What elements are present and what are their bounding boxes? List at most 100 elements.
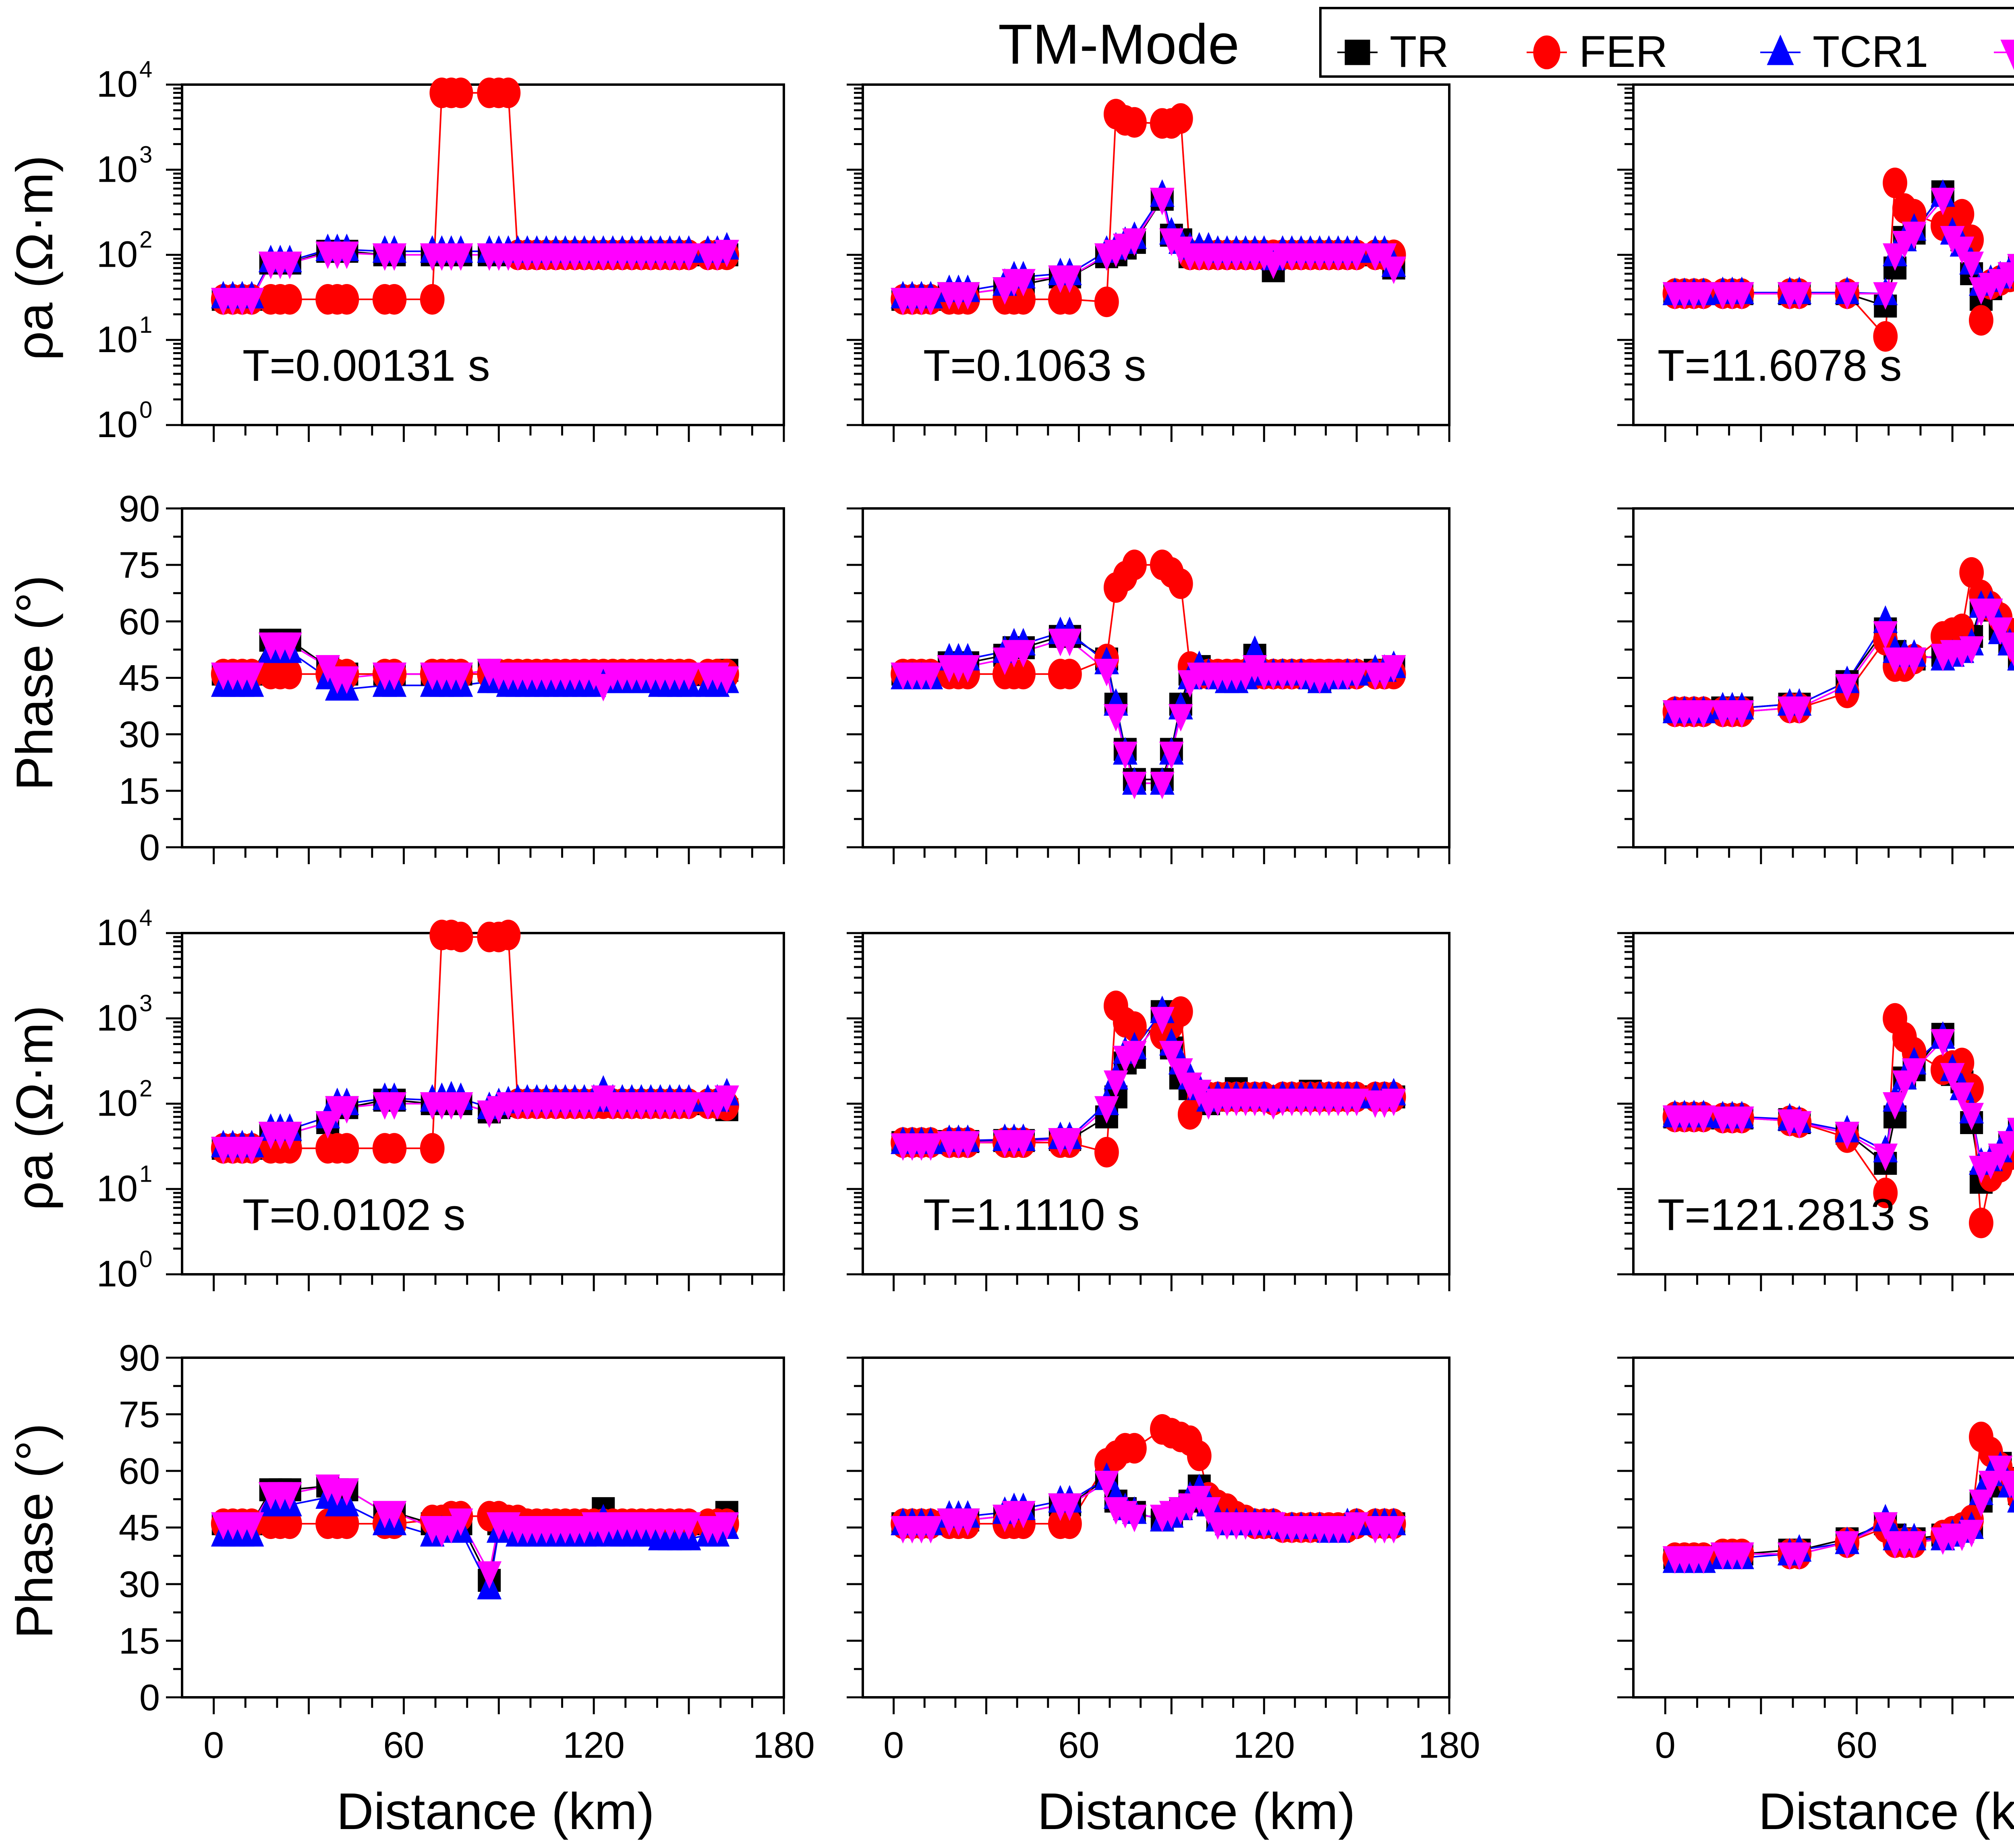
- data-point-tcr2: [1902, 647, 1927, 675]
- x-tick-label: 180: [1418, 1725, 1480, 1766]
- data-point-tcr2: [1344, 662, 1369, 691]
- panel-phase-T0.0102: 0 60 120 180 0 15 30 45 60 75 90: [119, 1338, 815, 1766]
- data-point-fer: [1057, 1508, 1082, 1539]
- legend-label-fer: FER: [1579, 27, 1668, 77]
- x-tick-label: 0: [883, 1725, 904, 1766]
- data-point-tcr1: [2007, 1497, 2014, 1513]
- data-point-tcr2: [1729, 700, 1754, 728]
- xlabel-col2: Distance (km): [1037, 1783, 1355, 1840]
- data-point-tcr2: [1011, 1501, 1036, 1529]
- ylabel-phase-row2: Phase (°): [6, 575, 64, 791]
- data-point-tcr2: [1381, 1516, 1406, 1544]
- data-point-tcr2: [1988, 617, 2013, 645]
- data-point-tcr2: [955, 1508, 980, 1536]
- y-tick-label: 10: [97, 912, 138, 953]
- legend-marker-fer: [1533, 35, 1560, 69]
- data-point-tcr2: [382, 243, 407, 271]
- data-point-tcr2: [715, 1085, 739, 1113]
- data-point-tcr2: [1122, 1041, 1147, 1068]
- data-point-tcr2: [1057, 628, 1082, 656]
- data-point-tcr2: [277, 1122, 302, 1149]
- x-tick-label: 60: [1058, 1725, 1099, 1766]
- data-point-tcr2: [315, 1111, 340, 1139]
- panel-phase-T0.00131: 0 15 30 45 60 75 90: [119, 488, 785, 868]
- y-tick-label: 45: [119, 658, 160, 699]
- data-point-tcr2: [1094, 659, 1119, 687]
- period-label: T=121.2813 s: [1658, 1190, 1930, 1240]
- period-label: T=0.1063 s: [923, 341, 1146, 390]
- data-point-tcr2: [448, 243, 473, 271]
- data-point-fer: [382, 1133, 407, 1164]
- data-point-tcr2: [382, 1501, 407, 1529]
- data-point-tcr2: [1381, 655, 1406, 683]
- data-point-tcr2: [676, 1512, 701, 1540]
- data-point-tcr2: [1978, 1471, 2003, 1498]
- data-point-tcr2: [1959, 1103, 1984, 1130]
- series-markers-tcr2: [1662, 1456, 2014, 1574]
- period-label: T=0.00131 s: [242, 341, 490, 390]
- data-point-tcr2: [1997, 262, 2014, 290]
- data-point-tcr2: [1691, 1105, 1716, 1133]
- data-point-tcr2: [1787, 696, 1812, 724]
- data-point-tcr2: [1930, 188, 1955, 216]
- data-point-fer: [496, 919, 521, 950]
- data-point-tcr2: [277, 632, 302, 660]
- data-point-tcr2: [1159, 741, 1184, 769]
- data-point-tcr2: [334, 241, 359, 269]
- series-markers-tcr2: [891, 1471, 1406, 1544]
- panel-rho-T0.1063: T=0.1063 s: [847, 83, 1450, 442]
- panel-rho-T1.1110: T=1.1110 s: [847, 932, 1450, 1291]
- data-point-tcr2: [918, 288, 943, 315]
- data-point-tcr2: [955, 655, 980, 683]
- data-point-tcr2: [2007, 254, 2014, 270]
- data-point-tcr2: [1873, 282, 1898, 310]
- data-point-tcr2: [1873, 1512, 1898, 1540]
- data-point-tcr2: [277, 251, 302, 279]
- y-tick-label: 60: [119, 601, 160, 642]
- data-point-tcr2: [1691, 700, 1716, 728]
- data-point-tcr2: [1873, 621, 1898, 649]
- data-point-tcr2: [1122, 772, 1147, 800]
- data-point-fer: [1057, 659, 1082, 690]
- data-point-tcr2: [448, 1508, 473, 1536]
- y-tick-exponent: 0: [139, 397, 152, 423]
- data-point-tcr2: [918, 662, 943, 691]
- data-point-tcr2: [1729, 282, 1754, 310]
- y-tick-exponent: 3: [139, 990, 152, 1016]
- y-tick-label: 90: [119, 488, 160, 529]
- legend-marker-tcr2: [2000, 39, 2014, 71]
- y-tick-exponent: 2: [139, 227, 152, 253]
- data-point-tcr2: [1381, 256, 1406, 284]
- data-point-tcr2: [1150, 188, 1175, 216]
- data-point-tcr2: [1835, 1531, 1860, 1559]
- y-tick-label: 0: [139, 1677, 160, 1718]
- data-point-tcr2: [1103, 704, 1128, 732]
- panel-rho-T121.2813: T=121.2813 s: [1617, 932, 2014, 1291]
- data-point-fer: [496, 77, 521, 108]
- data-point-tcr2: [1103, 1070, 1128, 1098]
- series-markers-tcr2: [211, 632, 739, 702]
- data-point-tcr2: [715, 666, 739, 694]
- data-point-tcr2: [1344, 1089, 1369, 1116]
- y-tick-exponent: 0: [139, 1246, 152, 1272]
- data-point-tcr2: [1150, 1007, 1175, 1035]
- data-point-fer: [382, 284, 407, 315]
- data-point-fer: [1011, 284, 1036, 315]
- data-point-tcr2: [1959, 251, 1984, 279]
- y-tick-label: 60: [119, 1451, 160, 1492]
- data-point-tcr2: [1835, 1122, 1860, 1149]
- ylabel-phase-row4: Phase (°): [6, 1423, 64, 1639]
- data-point-tcr2: [1057, 265, 1082, 293]
- data-point-fer: [1122, 550, 1147, 581]
- y-tick-label: 10: [97, 149, 138, 190]
- series-markers-tcr2: [1662, 188, 2014, 310]
- series-markers-tcr2: [891, 1007, 1406, 1161]
- panel-phase-T11.6078: [1617, 507, 2014, 864]
- data-point-fer: [1094, 286, 1119, 317]
- data-point-fer: [1873, 1177, 1898, 1208]
- data-point-fer: [448, 921, 473, 952]
- data-point-tcr1: [2007, 655, 2014, 671]
- data-point-tcr2: [1691, 282, 1716, 310]
- y-tick-label: 10: [97, 319, 138, 360]
